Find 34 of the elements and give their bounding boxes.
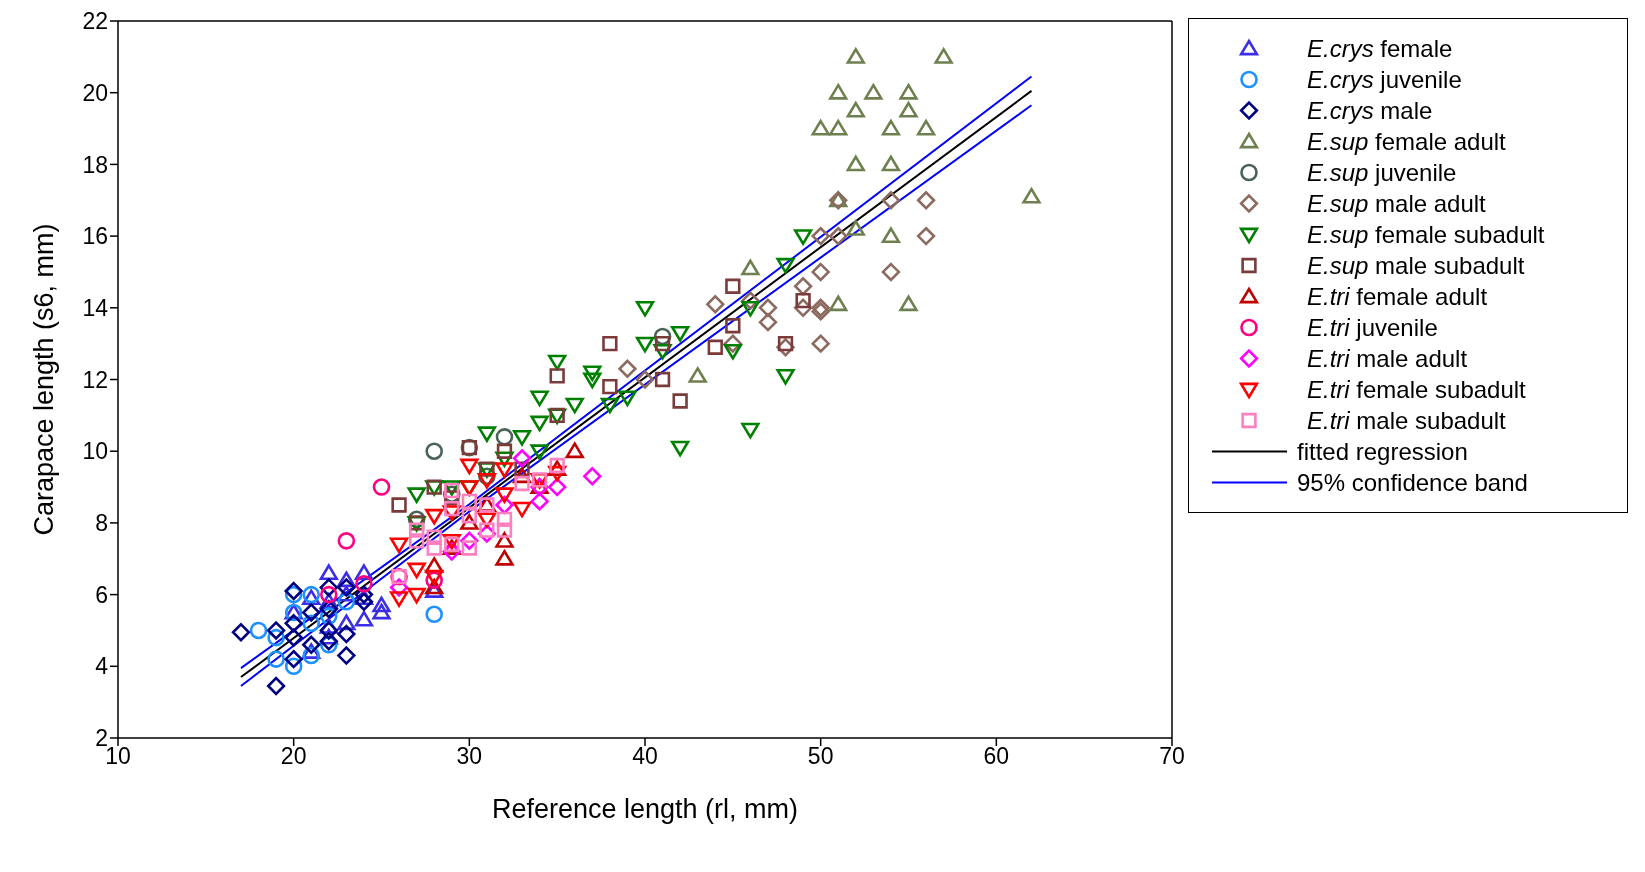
legend-label: E.sup male subadult (1307, 252, 1525, 279)
y-tick-label: 2 (95, 725, 108, 752)
x-tick-label: 30 (456, 743, 483, 770)
legend-label: 95% confidence band (1297, 468, 1528, 498)
y-tick-label: 4 (95, 653, 109, 680)
y-tick-label: 22 (82, 8, 108, 35)
x-tick-label: 60 (983, 743, 1010, 770)
legend-label: E.tri male subadult (1307, 407, 1506, 434)
x-tick-label: 20 (280, 743, 307, 770)
legend-label: E.crys male (1307, 97, 1433, 124)
y-tick-label: 6 (95, 581, 108, 608)
y-tick-label: 10 (82, 438, 108, 465)
y-tick-label: 18 (82, 151, 108, 178)
legend-label: E.tri juvenile (1307, 314, 1438, 341)
legend-label: E.crys female (1307, 35, 1453, 62)
legend-label: fitted regression (1297, 437, 1468, 467)
legend-label: E.tri female adult (1307, 283, 1488, 310)
legend-label: E.sup juvenile (1307, 159, 1457, 186)
legend-label: E.tri female subadult (1307, 376, 1526, 403)
y-tick-label: 16 (82, 223, 108, 250)
legend-label: E.tri male adult (1307, 345, 1468, 372)
legend-label: E.sup female subadult (1307, 221, 1545, 248)
y-tick-label: 8 (95, 510, 108, 537)
x-tick-label: 50 (807, 743, 834, 770)
x-tick-label: 70 (1159, 743, 1185, 770)
y-tick-label: 14 (82, 294, 109, 321)
x-axis-title: Reference length (rl, mm) (491, 794, 799, 824)
y-axis-title: Carapace length (s6, mm) (28, 223, 59, 536)
x-tick-label: 40 (632, 743, 658, 770)
legend-label: E.sup male adult (1307, 190, 1486, 217)
y-tick-label: 12 (82, 366, 108, 393)
legend-label: E.sup female adult (1307, 128, 1506, 155)
y-tick-label: 20 (82, 79, 108, 106)
legend-label: E.crys juvenile (1307, 66, 1462, 93)
